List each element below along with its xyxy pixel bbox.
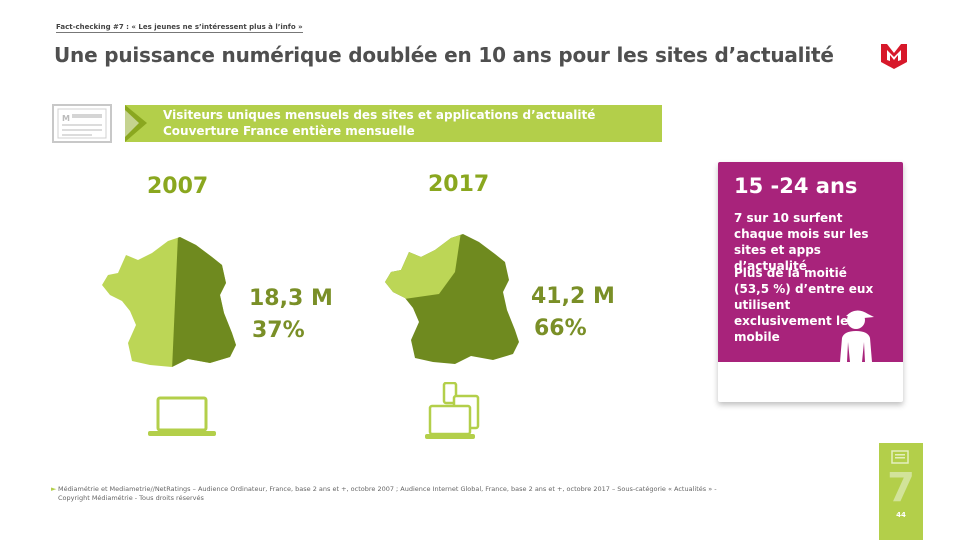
youth-card-text1: 7 sur 10 surfent chaque mois sur les sit… [734, 211, 869, 273]
youth-card-title: 15 -24 ans [734, 174, 858, 198]
source-note: ► Médiamétrie et Mediametrie//NetRatings… [51, 485, 738, 503]
person-with-cap-icon [840, 310, 874, 362]
newspaper-icon: M [52, 104, 112, 143]
banner-line2: Couverture France entière mensuelle [163, 124, 415, 138]
section-number: 7 [887, 465, 915, 511]
page-title: Une puissance numérique doublée en 10 an… [54, 43, 834, 67]
banner: Visiteurs uniques mensuels des sites et … [125, 105, 662, 142]
france-map-2017 [385, 234, 519, 364]
france-map-2007 [102, 237, 236, 367]
side-tab: 7 44 [879, 443, 923, 540]
youth-card-header: 15 -24 ans 7 sur 10 surfent chaque mois … [718, 162, 903, 362]
year-2007-label: 2007 [147, 174, 209, 199]
newspaper-small-icon [891, 450, 909, 464]
stat-2007-percentage: 37% [252, 318, 305, 343]
mediametrie-logo-icon [881, 44, 907, 69]
youth-card: 15 -24 ans 7 sur 10 surfent chaque mois … [718, 162, 903, 402]
stat-2007-visitors: 18,3 M [249, 286, 333, 311]
youth-card-text2: Plus de la moitié (53,5 %) d’entre eux u… [734, 266, 874, 344]
bullet-arrow-icon: ► [51, 485, 57, 493]
laptop-icon [148, 396, 216, 436]
page-number: 44 [896, 511, 906, 519]
source-text: Médiamétrie et Mediametrie//NetRatings –… [58, 485, 717, 502]
stat-2017-visitors: 41,2 M [531, 284, 615, 309]
kicker-text: Fact-checking #7 : « Les jeunes ne s’int… [56, 23, 303, 33]
stat-2017-percentage: 66% [534, 316, 587, 341]
devices-icon [425, 382, 480, 439]
svg-text:M: M [62, 114, 70, 123]
banner-line1: Visiteurs uniques mensuels des sites et … [163, 108, 596, 122]
year-2017-label: 2017 [428, 172, 490, 197]
banner-arrow-icon [125, 105, 147, 142]
